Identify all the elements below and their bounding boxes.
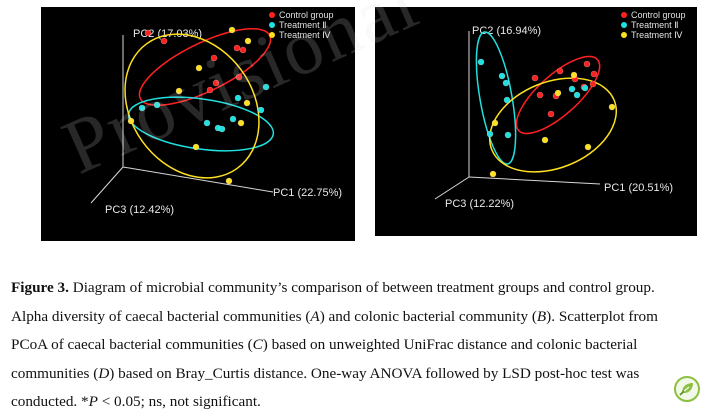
data-point <box>581 84 589 92</box>
legend-marker <box>269 12 275 18</box>
data-point <box>244 37 252 45</box>
axis-pc1 <box>122 166 274 193</box>
data-point <box>547 110 555 118</box>
caption-part: B <box>536 307 547 325</box>
axis-label-pc3: PC3 (12.22%) <box>445 198 514 210</box>
data-point <box>144 29 152 37</box>
axis-label-pc1: PC1 (22.75%) <box>273 187 342 199</box>
data-point <box>237 119 245 127</box>
figure-caption: Figure 3. Diagram of microbial community… <box>11 274 691 417</box>
caption-part: Diagram of microbial community’s compari… <box>11 279 655 325</box>
pcoa-plot-c: PC2 (17.03%) PC1 (22.75%) PC3 (12.42%) Cont… <box>41 7 355 241</box>
confidence-ellipse <box>475 31 517 165</box>
data-point <box>570 71 578 79</box>
caption-part: ) and colonic bacterial community ( <box>319 307 537 325</box>
data-point <box>212 79 220 87</box>
caption-part: ) based on unweighted UniFrac distance a… <box>11 336 638 382</box>
data-point <box>608 103 616 111</box>
figure-label: Figure 3. <box>11 279 69 296</box>
data-point <box>531 74 539 82</box>
legend-label: Control group <box>279 10 334 20</box>
data-point <box>192 143 200 151</box>
axis-label-pc2: PC2 (16.94%) <box>472 25 541 37</box>
data-point <box>554 89 562 97</box>
legend-label: Treatment Ⅳ <box>631 30 683 40</box>
legend-marker <box>269 22 275 28</box>
axis-pc3 <box>90 166 124 204</box>
data-point <box>568 85 576 93</box>
data-point <box>486 130 494 138</box>
data-point <box>233 44 241 52</box>
data-point <box>584 143 592 151</box>
data-point <box>262 83 270 91</box>
confidence-ellipse <box>124 33 260 179</box>
caption-part: D <box>98 364 110 382</box>
data-point <box>153 101 161 109</box>
data-point <box>225 177 233 185</box>
pcoa-plot-d-svg: PC2 (16.94%) PC1 (20.51%) PC3 (12.22%) Cont… <box>434 10 686 210</box>
pcoa-plot-c-svg: PC2 (17.03%)PC1 (22.75%)PC3 (12.42%)Cont… <box>90 10 342 216</box>
data-point <box>206 86 214 94</box>
data-point <box>138 104 146 112</box>
data-point <box>210 54 218 62</box>
data-point <box>489 170 497 178</box>
axis-label-pc1: PC1 (20.51%) <box>604 182 673 194</box>
legend-marker <box>269 32 275 38</box>
data-point <box>504 131 512 139</box>
caption-part: A <box>310 307 320 325</box>
data-point <box>556 67 564 75</box>
data-point <box>218 125 226 133</box>
data-point <box>502 79 510 87</box>
data-point <box>491 119 499 127</box>
legend-label: Treatment Ⅳ <box>279 30 331 40</box>
leaf-logo-icon[interactable] <box>674 376 700 402</box>
axis-pc1 <box>468 176 601 185</box>
confidence-ellipse <box>515 55 601 135</box>
caption-part: ). Scatterplot from PCoA of caecal bacte… <box>11 307 658 354</box>
data-point <box>589 80 597 88</box>
data-point <box>175 87 183 95</box>
legend-label: Treatment Ⅱ <box>279 20 327 30</box>
caption-part: P <box>88 393 98 410</box>
data-point <box>590 70 598 78</box>
data-point <box>503 96 511 104</box>
data-point <box>239 46 247 54</box>
data-point <box>498 72 506 80</box>
data-point <box>234 94 242 102</box>
data-point <box>235 73 243 81</box>
pcoa-plot-d: PC2 (16.94%) PC1 (20.51%) PC3 (12.22%) Cont… <box>375 7 697 236</box>
confidence-ellipse <box>488 77 618 173</box>
data-point <box>127 117 135 125</box>
axis-pc3 <box>434 176 470 200</box>
data-point <box>228 26 236 34</box>
caption-part: < 0.05; ns, not significant. <box>97 393 261 410</box>
legend-marker <box>621 12 627 18</box>
legend-marker <box>621 32 627 38</box>
data-point <box>243 99 251 107</box>
legend-label: Treatment Ⅱ <box>631 20 679 30</box>
data-point <box>541 136 549 144</box>
legend-marker <box>621 22 627 28</box>
data-point <box>195 64 203 72</box>
caption-part: C <box>252 336 263 353</box>
data-point <box>536 91 544 99</box>
data-point <box>257 106 265 114</box>
caption-body: Diagram of microbial community’s compari… <box>11 279 658 410</box>
legend-label: Control group <box>631 10 686 20</box>
data-point <box>160 37 168 45</box>
data-point <box>573 91 581 99</box>
data-point <box>203 119 211 127</box>
data-point <box>583 60 591 68</box>
caption-part: ) based on Bray_Curtis distance. One-way… <box>11 364 640 411</box>
data-point <box>477 58 485 66</box>
data-point <box>229 115 237 123</box>
axis-label-pc3: PC3 (12.42%) <box>105 204 174 216</box>
